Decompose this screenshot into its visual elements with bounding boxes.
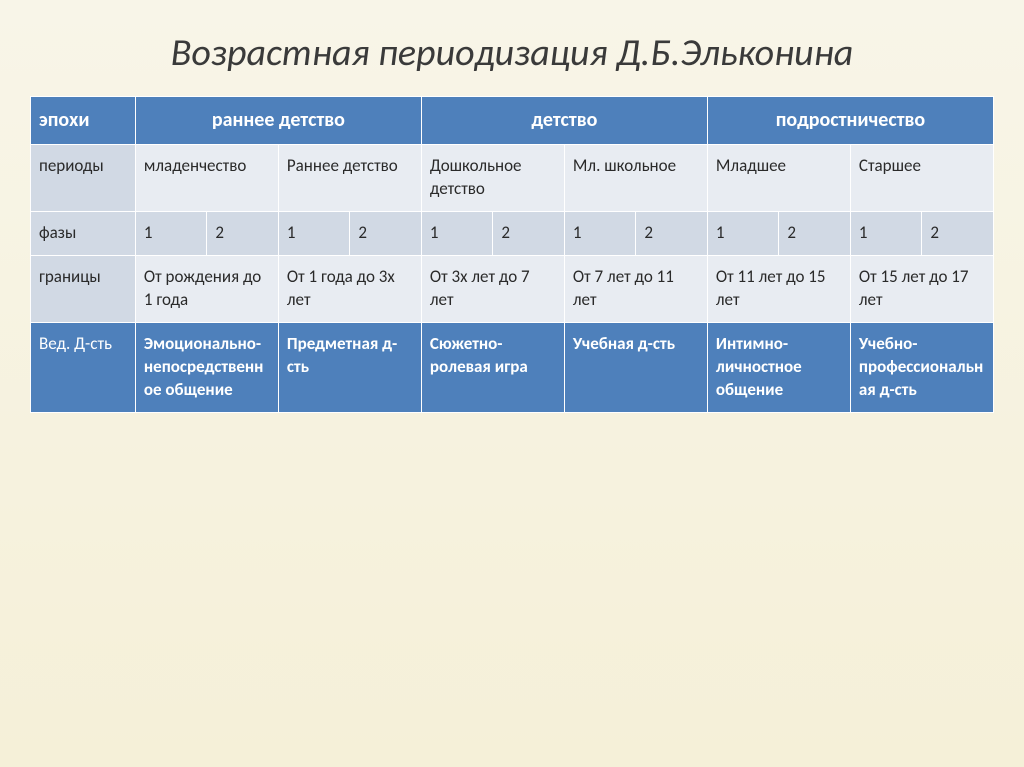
epoch-adolescence: подростничество — [707, 97, 993, 145]
phase-cell: 2 — [922, 211, 994, 255]
activity-5: Интимно-личностное общение — [707, 322, 850, 412]
period-3: Дошкольное детство — [421, 145, 564, 212]
epoch-childhood: детство — [421, 97, 707, 145]
phase-cell: 1 — [850, 211, 922, 255]
phase-cell: 2 — [207, 211, 279, 255]
phase-cell: 1 — [564, 211, 636, 255]
row-epochs: эпохи раннее детство детство подростниче… — [31, 97, 994, 145]
activity-3: Сюжетно-ролевая игра — [421, 322, 564, 412]
slide-title: Возрастная периодизация Д.Б.Эльконина — [30, 30, 994, 76]
activity-4: Учебная д-сть — [564, 322, 707, 412]
period-5: Младшее — [707, 145, 850, 212]
activity-2: Предметная д-сть — [278, 322, 421, 412]
period-4: Мл. школьное — [564, 145, 707, 212]
period-1: младенчество — [135, 145, 278, 212]
phase-cell: 2 — [636, 211, 708, 255]
phase-cell: 1 — [707, 211, 779, 255]
phase-cell: 2 — [350, 211, 422, 255]
label-phases: фазы — [31, 211, 136, 255]
bound-5: От 11 лет до 15 лет — [707, 255, 850, 322]
label-periods: периоды — [31, 145, 136, 212]
bound-6: От 15 лет до 17 лет — [850, 255, 993, 322]
label-bounds: границы — [31, 255, 136, 322]
activity-1: Эмоционально-непосредственное общение — [135, 322, 278, 412]
phase-cell: 1 — [135, 211, 207, 255]
phase-cell: 2 — [493, 211, 565, 255]
row-periods: периоды младенчество Раннее детство Дошк… — [31, 145, 994, 212]
row-phases: фазы 1 2 1 2 1 2 1 2 1 2 1 2 — [31, 211, 994, 255]
activity-6: Учебно-профессиональная д-сть — [850, 322, 993, 412]
phase-cell: 1 — [278, 211, 350, 255]
periodization-table: эпохи раннее детство детство подростниче… — [30, 96, 994, 413]
label-epochs: эпохи — [31, 97, 136, 145]
phase-cell: 2 — [779, 211, 851, 255]
row-activity: Вед. Д-сть Эмоционально-непосредственное… — [31, 322, 994, 412]
row-bounds: границы От рождения до 1 года От 1 года … — [31, 255, 994, 322]
bound-1: От рождения до 1 года — [135, 255, 278, 322]
label-activity: Вед. Д-сть — [31, 322, 136, 412]
epoch-early: раннее детство — [135, 97, 421, 145]
period-2: Раннее детство — [278, 145, 421, 212]
bound-4: От 7 лет до 11 лет — [564, 255, 707, 322]
period-6: Старшее — [850, 145, 993, 212]
bound-2: От 1 года до 3х лет — [278, 255, 421, 322]
phase-cell: 1 — [421, 211, 493, 255]
bound-3: От 3х лет до 7 лет — [421, 255, 564, 322]
